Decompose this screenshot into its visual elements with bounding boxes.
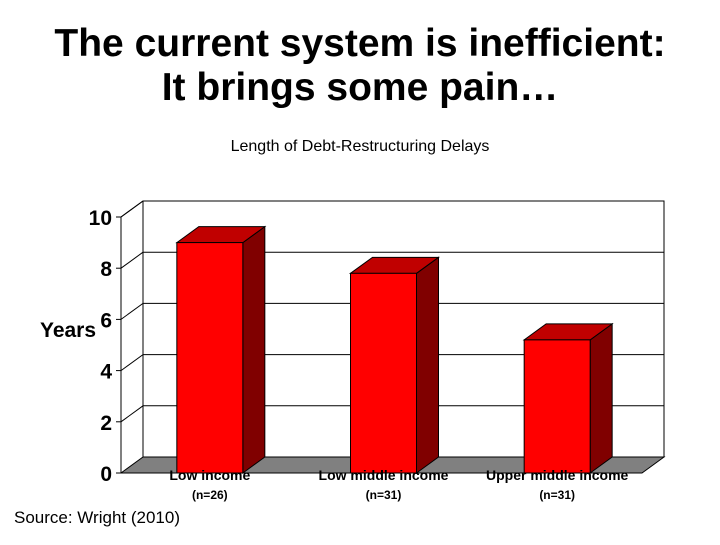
y-tick-label: 6 xyxy=(100,309,112,332)
bar-front xyxy=(523,339,591,474)
y-tick-label: 2 xyxy=(100,412,112,435)
bar xyxy=(175,225,267,474)
x-tick-note: (n=31) xyxy=(366,488,402,502)
bar-front xyxy=(350,272,417,474)
bar xyxy=(348,256,441,474)
y-axis-label: Years xyxy=(40,319,96,342)
gridline-side xyxy=(120,251,144,269)
x-tick-note: (n=26) xyxy=(192,488,228,502)
x-tick-note: (n=31) xyxy=(539,488,575,502)
gridline-side xyxy=(120,405,144,423)
bar-side xyxy=(589,322,613,474)
y-tick-label: 8 xyxy=(100,258,112,281)
x-tick-label: Low middle income xyxy=(319,467,449,483)
slide-title: The current system is inefficient: It br… xyxy=(0,22,720,110)
title-line-1: The current system is inefficient: xyxy=(54,22,666,65)
bar xyxy=(522,322,614,474)
x-tick-label: Upper middle income xyxy=(486,467,629,483)
y-tick-label: 4 xyxy=(100,361,112,384)
chart-title: Length of Debt-Restructuring Delays xyxy=(231,138,490,155)
title-line-2: It brings some pain… xyxy=(161,66,559,109)
bar-front xyxy=(176,242,244,474)
source-note: Source: Wright (2010) xyxy=(14,508,180,527)
bar-side xyxy=(242,225,266,474)
gridline-side xyxy=(120,200,144,218)
bar-side xyxy=(416,256,439,474)
y-tick-label: 10 xyxy=(89,207,112,230)
y-tick-label: 0 xyxy=(100,463,112,486)
gridline-side xyxy=(120,354,144,372)
x-tick-label: Low income xyxy=(169,467,250,483)
gridline-side xyxy=(120,302,144,320)
